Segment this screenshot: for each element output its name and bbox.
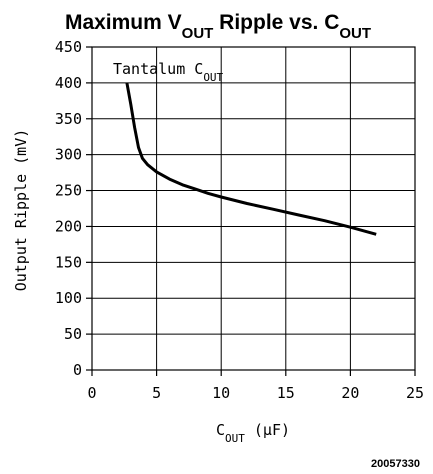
y-axis-label: Output Ripple (mV) [12, 129, 30, 292]
x-tick-label: 5 [152, 384, 161, 402]
y-tick-label: 250 [55, 182, 82, 200]
x-tick-label: 10 [212, 384, 230, 402]
x-axis-label: COUT (μF) [216, 421, 290, 445]
y-tick-label: 150 [55, 253, 82, 271]
y-tick-label: 350 [55, 110, 82, 128]
y-tick-label: 400 [55, 74, 82, 92]
axes: 0 50 100 150 200 250 300 350 400 450 0 5 10 15 20 25 [55, 38, 424, 402]
ripple-series-line [125, 82, 377, 236]
y-tick-label: 300 [55, 146, 82, 164]
y-tick-label: 50 [64, 325, 82, 343]
plot-border [91, 46, 416, 371]
x-tick-label: 15 [277, 384, 295, 402]
grid [92, 47, 415, 370]
figure-id: 20057330 [371, 458, 420, 470]
chart-title: Maximum VOUT Ripple vs. COUT [65, 11, 371, 42]
plot-area [92, 47, 415, 370]
x-tick-label: 20 [341, 384, 359, 402]
x-tick-label: 0 [87, 384, 96, 402]
y-tick-label: 450 [55, 38, 82, 56]
y-tick-label: 100 [55, 289, 82, 307]
x-tick-label: 25 [406, 384, 424, 402]
series-layer [125, 82, 377, 236]
y-tick-label: 200 [55, 217, 82, 235]
y-tick-label: 0 [73, 361, 82, 379]
tantalum-cout-annotation: Tantalum COUT [113, 60, 224, 84]
